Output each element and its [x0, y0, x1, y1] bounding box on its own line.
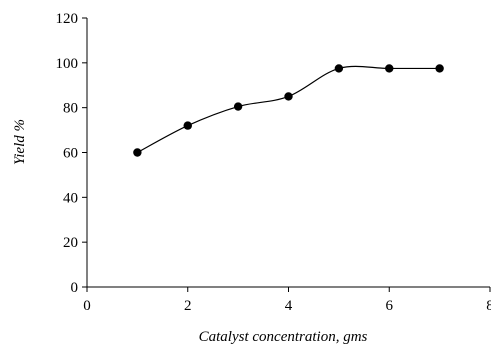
y-tick-label: 80	[63, 101, 78, 117]
y-axis-ticks: 0 20 40 60 80 100 120	[56, 11, 87, 296]
data-point	[385, 64, 394, 73]
data-point	[133, 148, 142, 157]
y-tick-label: 0	[71, 280, 79, 296]
data-point	[435, 64, 444, 73]
data-point	[284, 92, 293, 101]
data-point	[183, 121, 192, 130]
x-tick-label: 0	[83, 298, 91, 314]
x-axis-ticks: 0 2 4 6 8	[83, 287, 491, 314]
y-tick-label: 40	[63, 190, 78, 206]
y-tick-label: 120	[56, 11, 79, 27]
x-tick-label: 2	[184, 298, 192, 314]
x-tick-label: 6	[386, 298, 394, 314]
data-point	[334, 64, 344, 73]
y-tick-label: 20	[63, 235, 78, 251]
y-tick-label: 100	[56, 56, 79, 72]
series-layer	[133, 64, 444, 157]
x-axis-title: Catalyst concentration, gms	[199, 329, 368, 345]
y-axis-title: Yield %	[12, 119, 28, 165]
data-point	[233, 102, 243, 111]
x-tick-label: 4	[285, 298, 293, 314]
series-line	[137, 65, 440, 154]
y-tick-label: 60	[63, 146, 78, 162]
axes	[86, 18, 490, 288]
x-tick-label: 8	[486, 298, 491, 314]
